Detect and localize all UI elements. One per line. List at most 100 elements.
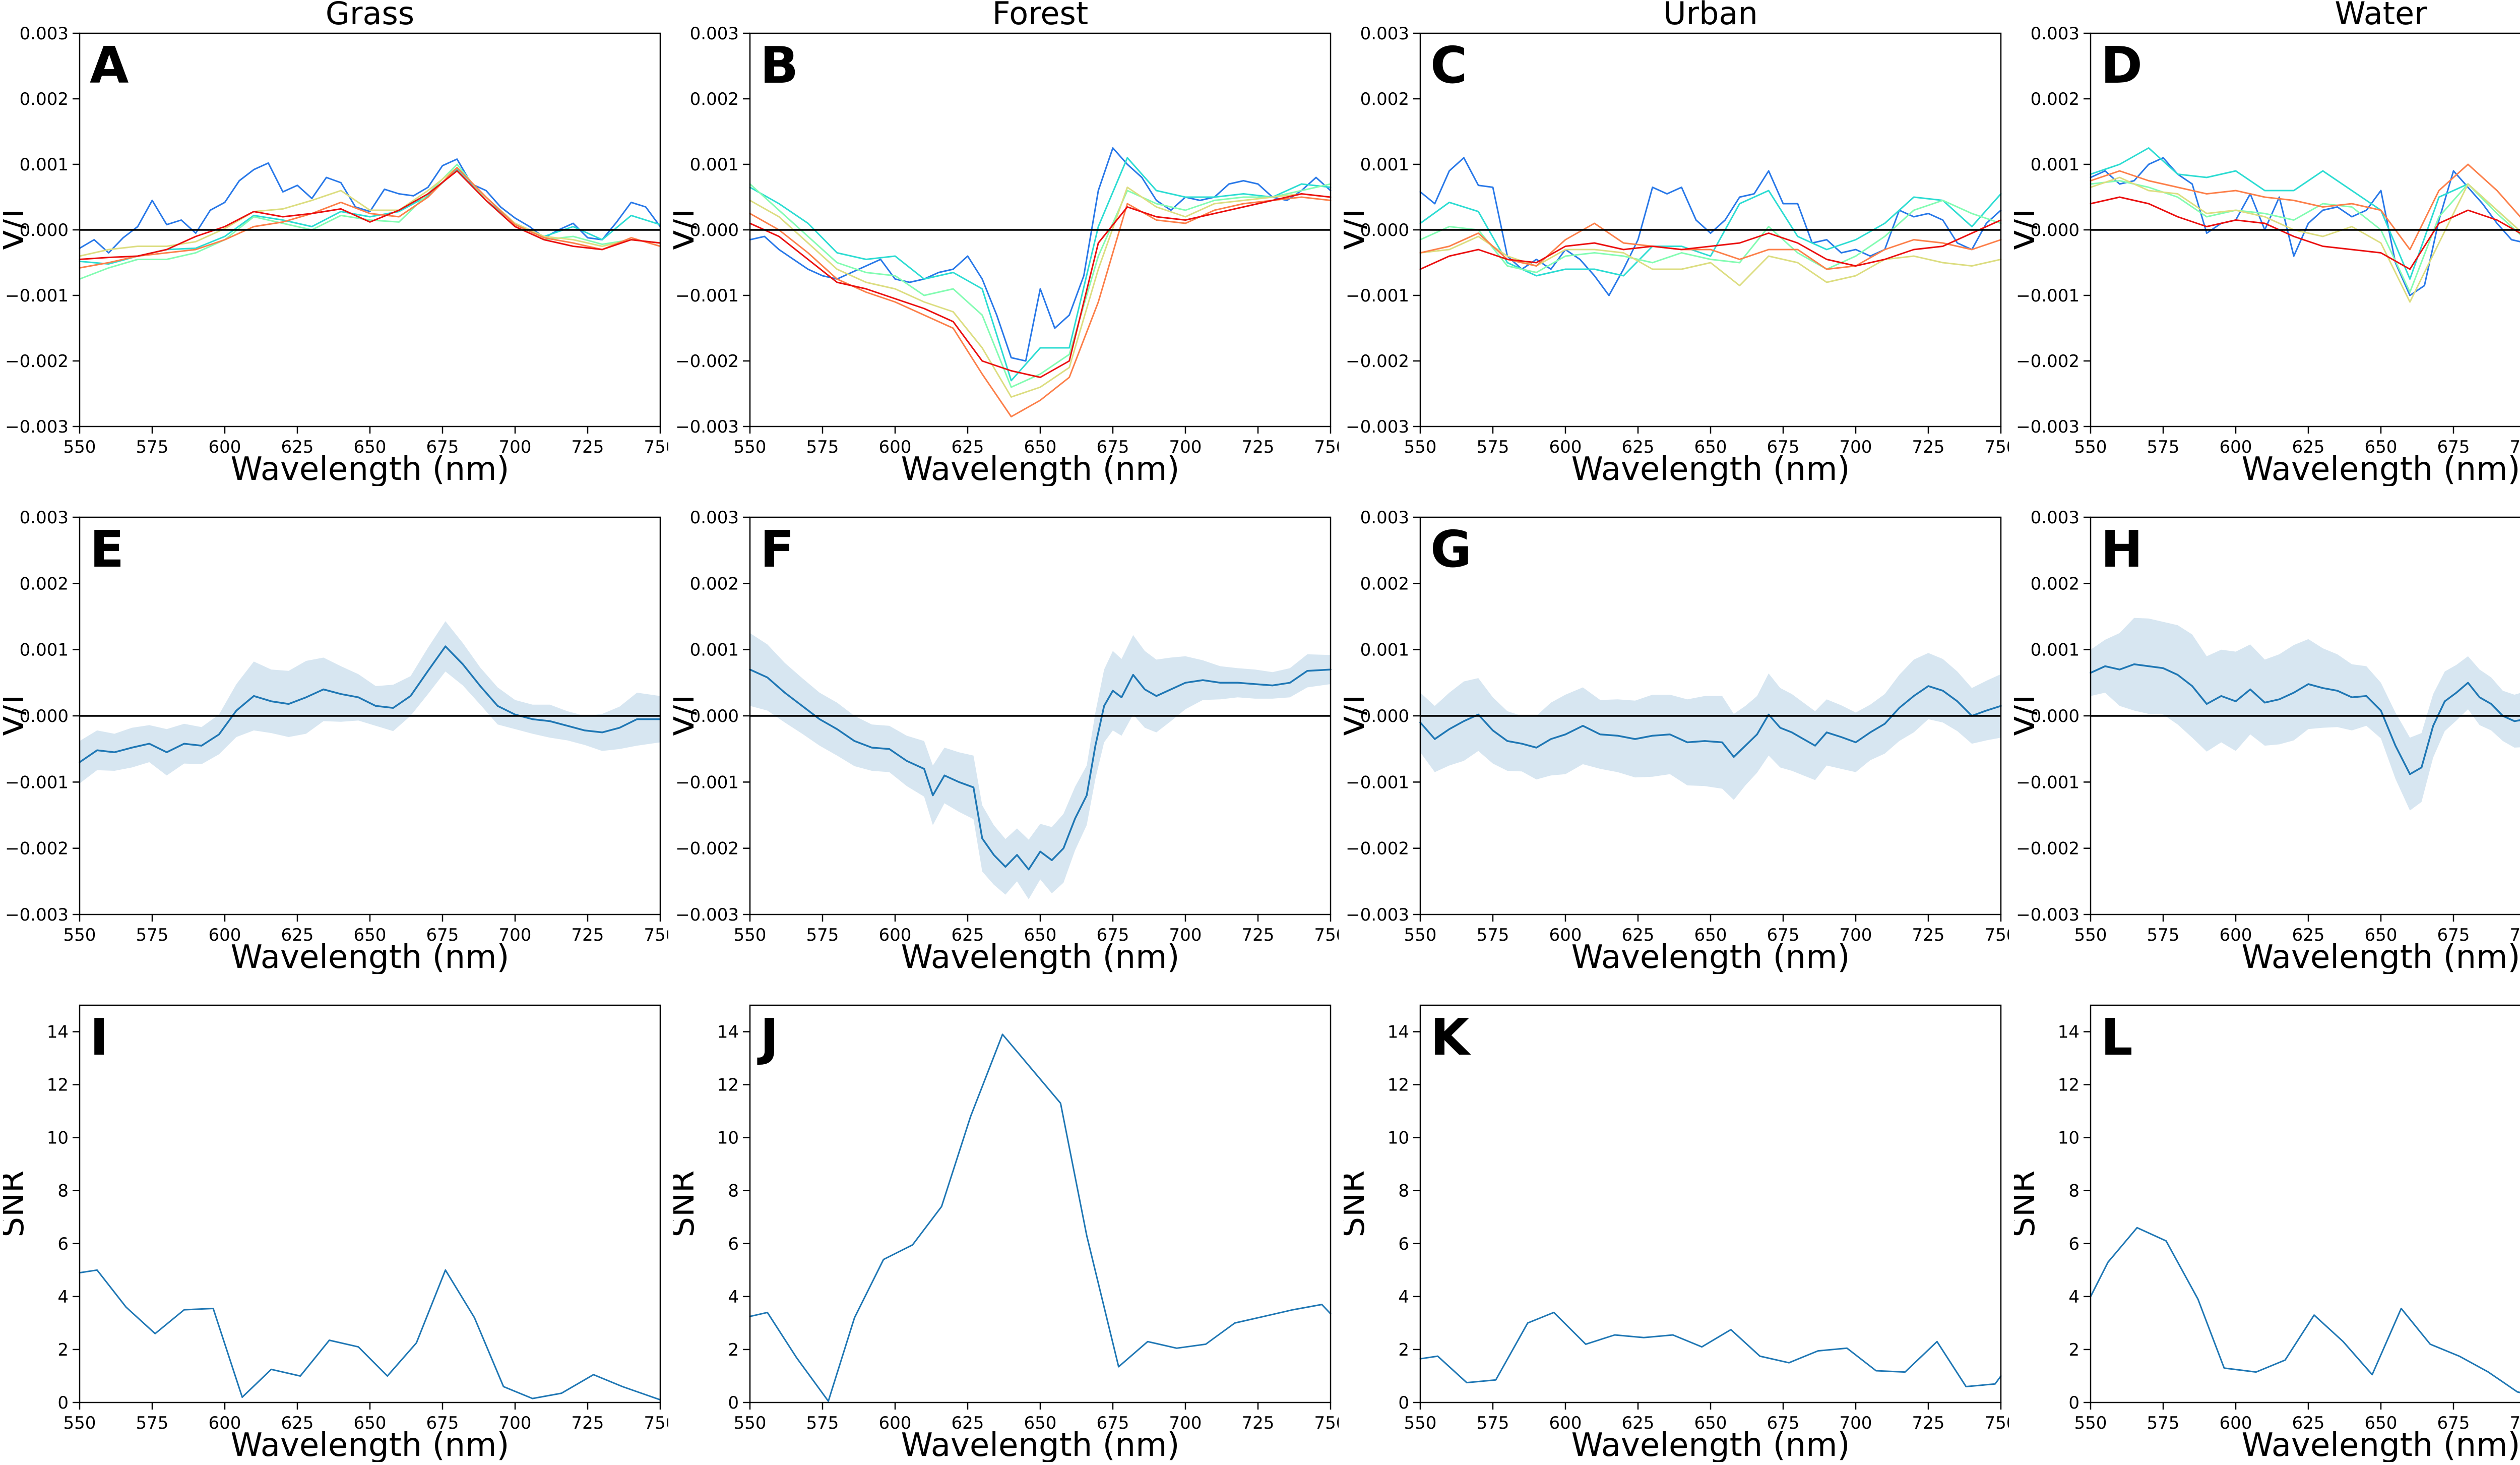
x-tick-label: 700 [499,925,532,945]
series-line-1s [2090,157,2520,296]
x-tick-label: 625 [281,925,314,945]
x-tick-label: 650 [2365,1413,2398,1433]
y-tick-label: −0.002 [2016,839,2080,859]
x-tick-label: 700 [2510,437,2520,457]
confidence-band [2091,618,2520,811]
y-tick-label: 10 [1388,1128,1409,1148]
series-line-10s [2090,196,2520,270]
y-tick-label: −0.003 [675,905,739,925]
y-tick-label: 0.000 [20,220,69,240]
x-tick-label: 550 [64,925,96,945]
x-tick-label: 625 [1622,925,1655,945]
y-tick-label: 0.000 [690,220,739,240]
x-axis-label: Wavelength (nm) [231,939,510,974]
x-tick-label: 725 [1242,925,1275,945]
series-line-1s [1419,157,2002,296]
x-tick-label: 550 [734,925,767,945]
panel-K: 550 575 600 625 650 675 700 725 750 0 2 4 6 8 10 12 14 Wa… [1344,976,2009,1462]
x-tick-label: 625 [2292,1413,2325,1433]
panel-F: 550 575 600 625 650 675 700 725 750 0.003 0.002 0.0… [673,488,1339,974]
y-tick-label: 10 [47,1128,69,1148]
y-tick-label: 8 [2068,1181,2080,1201]
y-axis-label: SNR [1344,1171,1372,1238]
x-tick-label: 550 [64,1413,96,1433]
series-line-1s [749,147,1332,362]
y-tick-label: −0.002 [2016,351,2080,372]
x-axis-label: Wavelength (nm) [901,939,1180,974]
x-tick-label: 575 [1477,1413,1509,1433]
x-tick-label: 750 [1985,1413,2009,1433]
y-axis-label: V/I [673,209,702,251]
y-tick-label: −0.003 [1346,905,1409,925]
x-tick-label: 725 [1242,1413,1275,1433]
y-tick-label: −0.001 [5,772,69,792]
series-line-3s [749,183,1332,388]
x-tick-label: 750 [1314,925,1339,945]
y-tick-label: 0.003 [20,24,69,44]
y-tick-label: 4 [1398,1287,1409,1307]
x-tick-label: 675 [1097,437,1129,457]
y-tick-label: 14 [717,1022,739,1043]
x-tick-label: 700 [499,437,532,457]
y-tick-label: 0.001 [1360,155,1409,175]
x-tick-label: 600 [209,437,241,457]
panel-letter: L [2101,1008,2133,1067]
y-tick-label: 14 [1388,1022,1409,1043]
x-tick-label: 575 [2147,437,2180,457]
y-tick-label: 4 [2068,1287,2080,1307]
y-axis-label: V/I [2014,695,2042,737]
panel-title: Water [2335,0,2427,32]
x-tick-label: 675 [426,437,459,457]
x-tick-label: 625 [2292,437,2325,457]
series-line-1s [79,158,661,254]
y-tick-label: 2 [57,1340,69,1360]
x-tick-label: 675 [426,925,459,945]
panel-A-svg: 550 575 600 625 650 675 700 725 750 0.003 0.002 0.0… [3,0,668,486]
x-axis-label: Wavelength (nm) [231,451,510,486]
y-tick-label: 10 [2058,1128,2080,1148]
x-tick-label: 650 [354,1413,387,1433]
x-tick-label: 675 [1097,1413,1129,1433]
y-tick-label: −0.002 [5,351,69,372]
y-tick-label: 0.000 [20,706,69,726]
x-tick-label: 700 [1840,437,1872,457]
y-tick-label: 2 [728,1340,739,1360]
panel-A: 550 575 600 625 650 675 700 725 750 0.003 0.002 0.0… [3,0,668,486]
x-axis-label: Wavelength (nm) [1571,1427,1850,1462]
x-tick-label: 600 [1549,1413,1582,1433]
x-tick-label: 550 [734,1413,767,1433]
y-tick-label: −0.002 [675,351,739,372]
y-tick-label: 14 [2058,1022,2080,1043]
x-tick-label: 700 [2510,1413,2520,1433]
x-tick-label: 650 [1024,1413,1057,1433]
x-tick-label: 675 [426,1413,459,1433]
x-tick-label: 700 [499,1413,532,1433]
y-axis-label: V/I [1344,695,1372,737]
y-tick-label: −0.003 [5,905,69,925]
x-tick-label: 575 [136,437,169,457]
x-axis-label: Wavelength (nm) [901,451,1180,486]
x-axis-label: Wavelength (nm) [2242,939,2520,974]
panel-D: 5505756006256506757007257500.0030.0020.0… [2014,0,2520,486]
series-line-5s [79,167,661,269]
x-tick-label: 750 [1314,1413,1339,1433]
y-tick-label: 0 [728,1393,739,1413]
x-axis-label: Wavelength (nm) [1571,939,1850,974]
y-axis-label: V/I [2014,209,2042,251]
y-tick-label: −0.001 [675,286,739,306]
series-line-5s [1419,222,2002,270]
y-tick-label: 12 [2058,1075,2080,1095]
y-tick-label: −0.003 [1346,417,1409,437]
y-tick-label: 0.001 [2031,640,2080,660]
panel-letter: A [90,36,129,95]
series-line-3s [2090,180,2520,293]
x-tick-label: 725 [1912,437,1945,457]
panel-title: Grass [326,0,414,32]
panel-E-svg: 550 575 600 625 650 675 700 725 750 0.003 0.002 0.0… [3,508,668,974]
x-tick-label: 700 [1169,1413,1202,1433]
x-tick-label: 550 [2074,925,2107,945]
series-line-10s [1419,219,2002,270]
y-tick-label: −0.003 [2016,417,2080,437]
x-tick-label: 625 [1622,1413,1655,1433]
